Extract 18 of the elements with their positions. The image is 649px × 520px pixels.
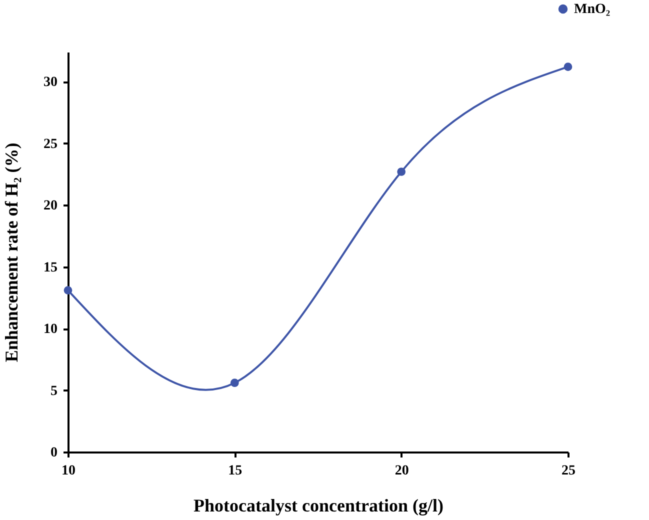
x-tick-label: 15 (228, 464, 242, 478)
x-axis-title: Photocatalyst concentration (g/l) (194, 496, 444, 516)
y-axis-title: Enhancement rate of H₂ (%) (2, 142, 22, 362)
x-tick-label: 10 (62, 464, 76, 478)
y-tick-label: 10 (44, 322, 58, 338)
y-tick-label: 25 (44, 136, 58, 152)
point (64, 286, 72, 294)
y-tick-label: 20 (44, 198, 58, 214)
y-tick-label: 0 (50, 446, 58, 460)
point (397, 168, 406, 176)
y-tick-label: 5 (50, 384, 58, 399)
point (230, 378, 239, 388)
x-tick-label: 20 (394, 464, 409, 478)
point (564, 62, 572, 71)
y-tick-label: 30 (44, 75, 58, 90)
y-tick-label: 15 (44, 260, 58, 276)
x-tick-label: 25 (562, 464, 576, 478)
legend-label: MnO₂ (574, 2, 610, 17)
